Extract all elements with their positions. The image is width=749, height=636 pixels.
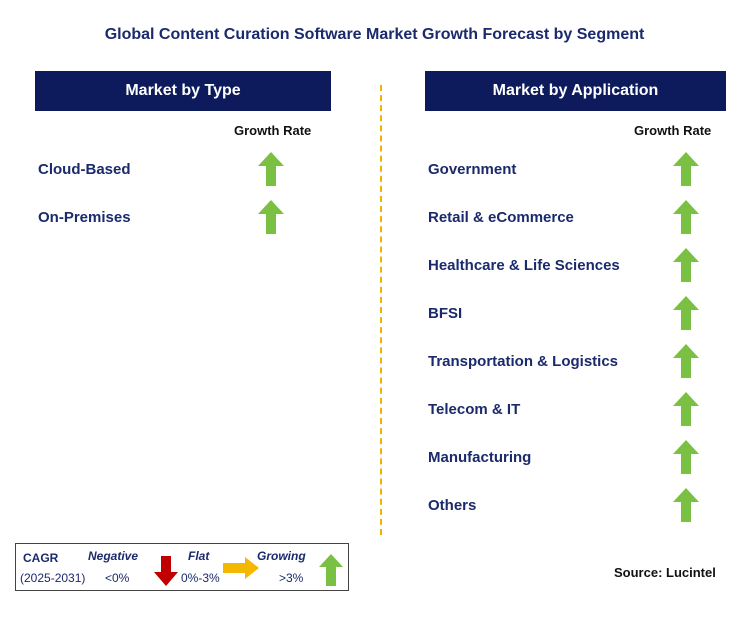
telecom-growth-arrow-up-icon	[673, 392, 699, 426]
legend-growing-label: Growing	[257, 549, 306, 563]
market-by-type-header: Market by Type	[35, 71, 331, 111]
legend-flat-value: 0%-3%	[181, 571, 220, 585]
panel-divider	[380, 85, 382, 535]
type-row-label: Cloud-Based	[38, 160, 131, 178]
application-row-label: Healthcare & Life Sciences	[428, 256, 620, 274]
application-row-label: BFSI	[428, 304, 463, 322]
legend-flat-label: Flat	[188, 549, 210, 563]
retail-growth-arrow-up-icon	[673, 200, 699, 234]
application-row-government: Government	[428, 152, 516, 186]
market-by-application-header: Market by Application	[425, 71, 726, 111]
cloud-based-growth-arrow-up-icon	[258, 152, 284, 186]
legend-negative-label: Negative	[88, 549, 139, 563]
application-row-manufacturing: Manufacturing	[428, 440, 531, 474]
application-growth-rate-label: Growth Rate	[634, 123, 712, 138]
application-row-bfsi: BFSI	[428, 296, 462, 330]
application-row-healthcare: Healthcare & Life Sciences	[428, 248, 620, 282]
cagr-legend: CAGR (2025-2031) Negative <0% Flat 0%-3%…	[15, 543, 349, 591]
flat-arrow-right-icon	[223, 557, 259, 579]
transportation-growth-arrow-up-icon	[673, 344, 699, 378]
application-row-label: Others	[428, 496, 477, 514]
healthcare-growth-arrow-up-icon	[673, 248, 699, 282]
application-row-label: Telecom & IT	[428, 400, 521, 418]
application-row-others: Others	[428, 488, 476, 522]
legend-negative-value: <0%	[105, 571, 130, 585]
on-premises-growth-arrow-up-icon	[258, 200, 284, 234]
application-row-label: Retail & eCommerce	[428, 208, 574, 226]
legend-growing-value: >3%	[279, 571, 304, 585]
chart-title: Global Content Curation Software Market …	[104, 26, 645, 43]
legend-period: (2025-2031)	[20, 571, 86, 585]
legend-cagr-label: CAGR	[23, 551, 59, 565]
application-row-telecom-it: Telecom & IT	[428, 392, 520, 426]
application-row-transportation: Transportation & Logistics	[428, 344, 618, 378]
growing-arrow-up-icon	[319, 554, 343, 586]
bfsi-growth-arrow-up-icon	[673, 296, 699, 330]
application-row-label: Manufacturing	[428, 448, 532, 466]
type-growth-rate-label: Growth Rate	[234, 123, 312, 138]
application-row-retail-ecommerce: Retail & eCommerce	[428, 200, 574, 234]
type-row-label: On-Premises	[38, 208, 131, 226]
others-growth-arrow-up-icon	[673, 488, 699, 522]
market-by-application-header-label: Market by Application	[492, 82, 659, 99]
application-row-label: Transportation & Logistics	[428, 352, 619, 370]
source-note: Source: Lucintel	[614, 565, 716, 580]
market-by-type-header-label: Market by Type	[125, 82, 241, 99]
negative-arrow-down-icon	[154, 556, 178, 586]
type-row-on-premises: On-Premises	[38, 200, 131, 234]
manufacturing-growth-arrow-up-icon	[673, 440, 699, 474]
government-growth-arrow-up-icon	[673, 152, 699, 186]
type-row-cloud-based: Cloud-Based	[38, 152, 131, 186]
application-row-label: Government	[428, 160, 517, 178]
